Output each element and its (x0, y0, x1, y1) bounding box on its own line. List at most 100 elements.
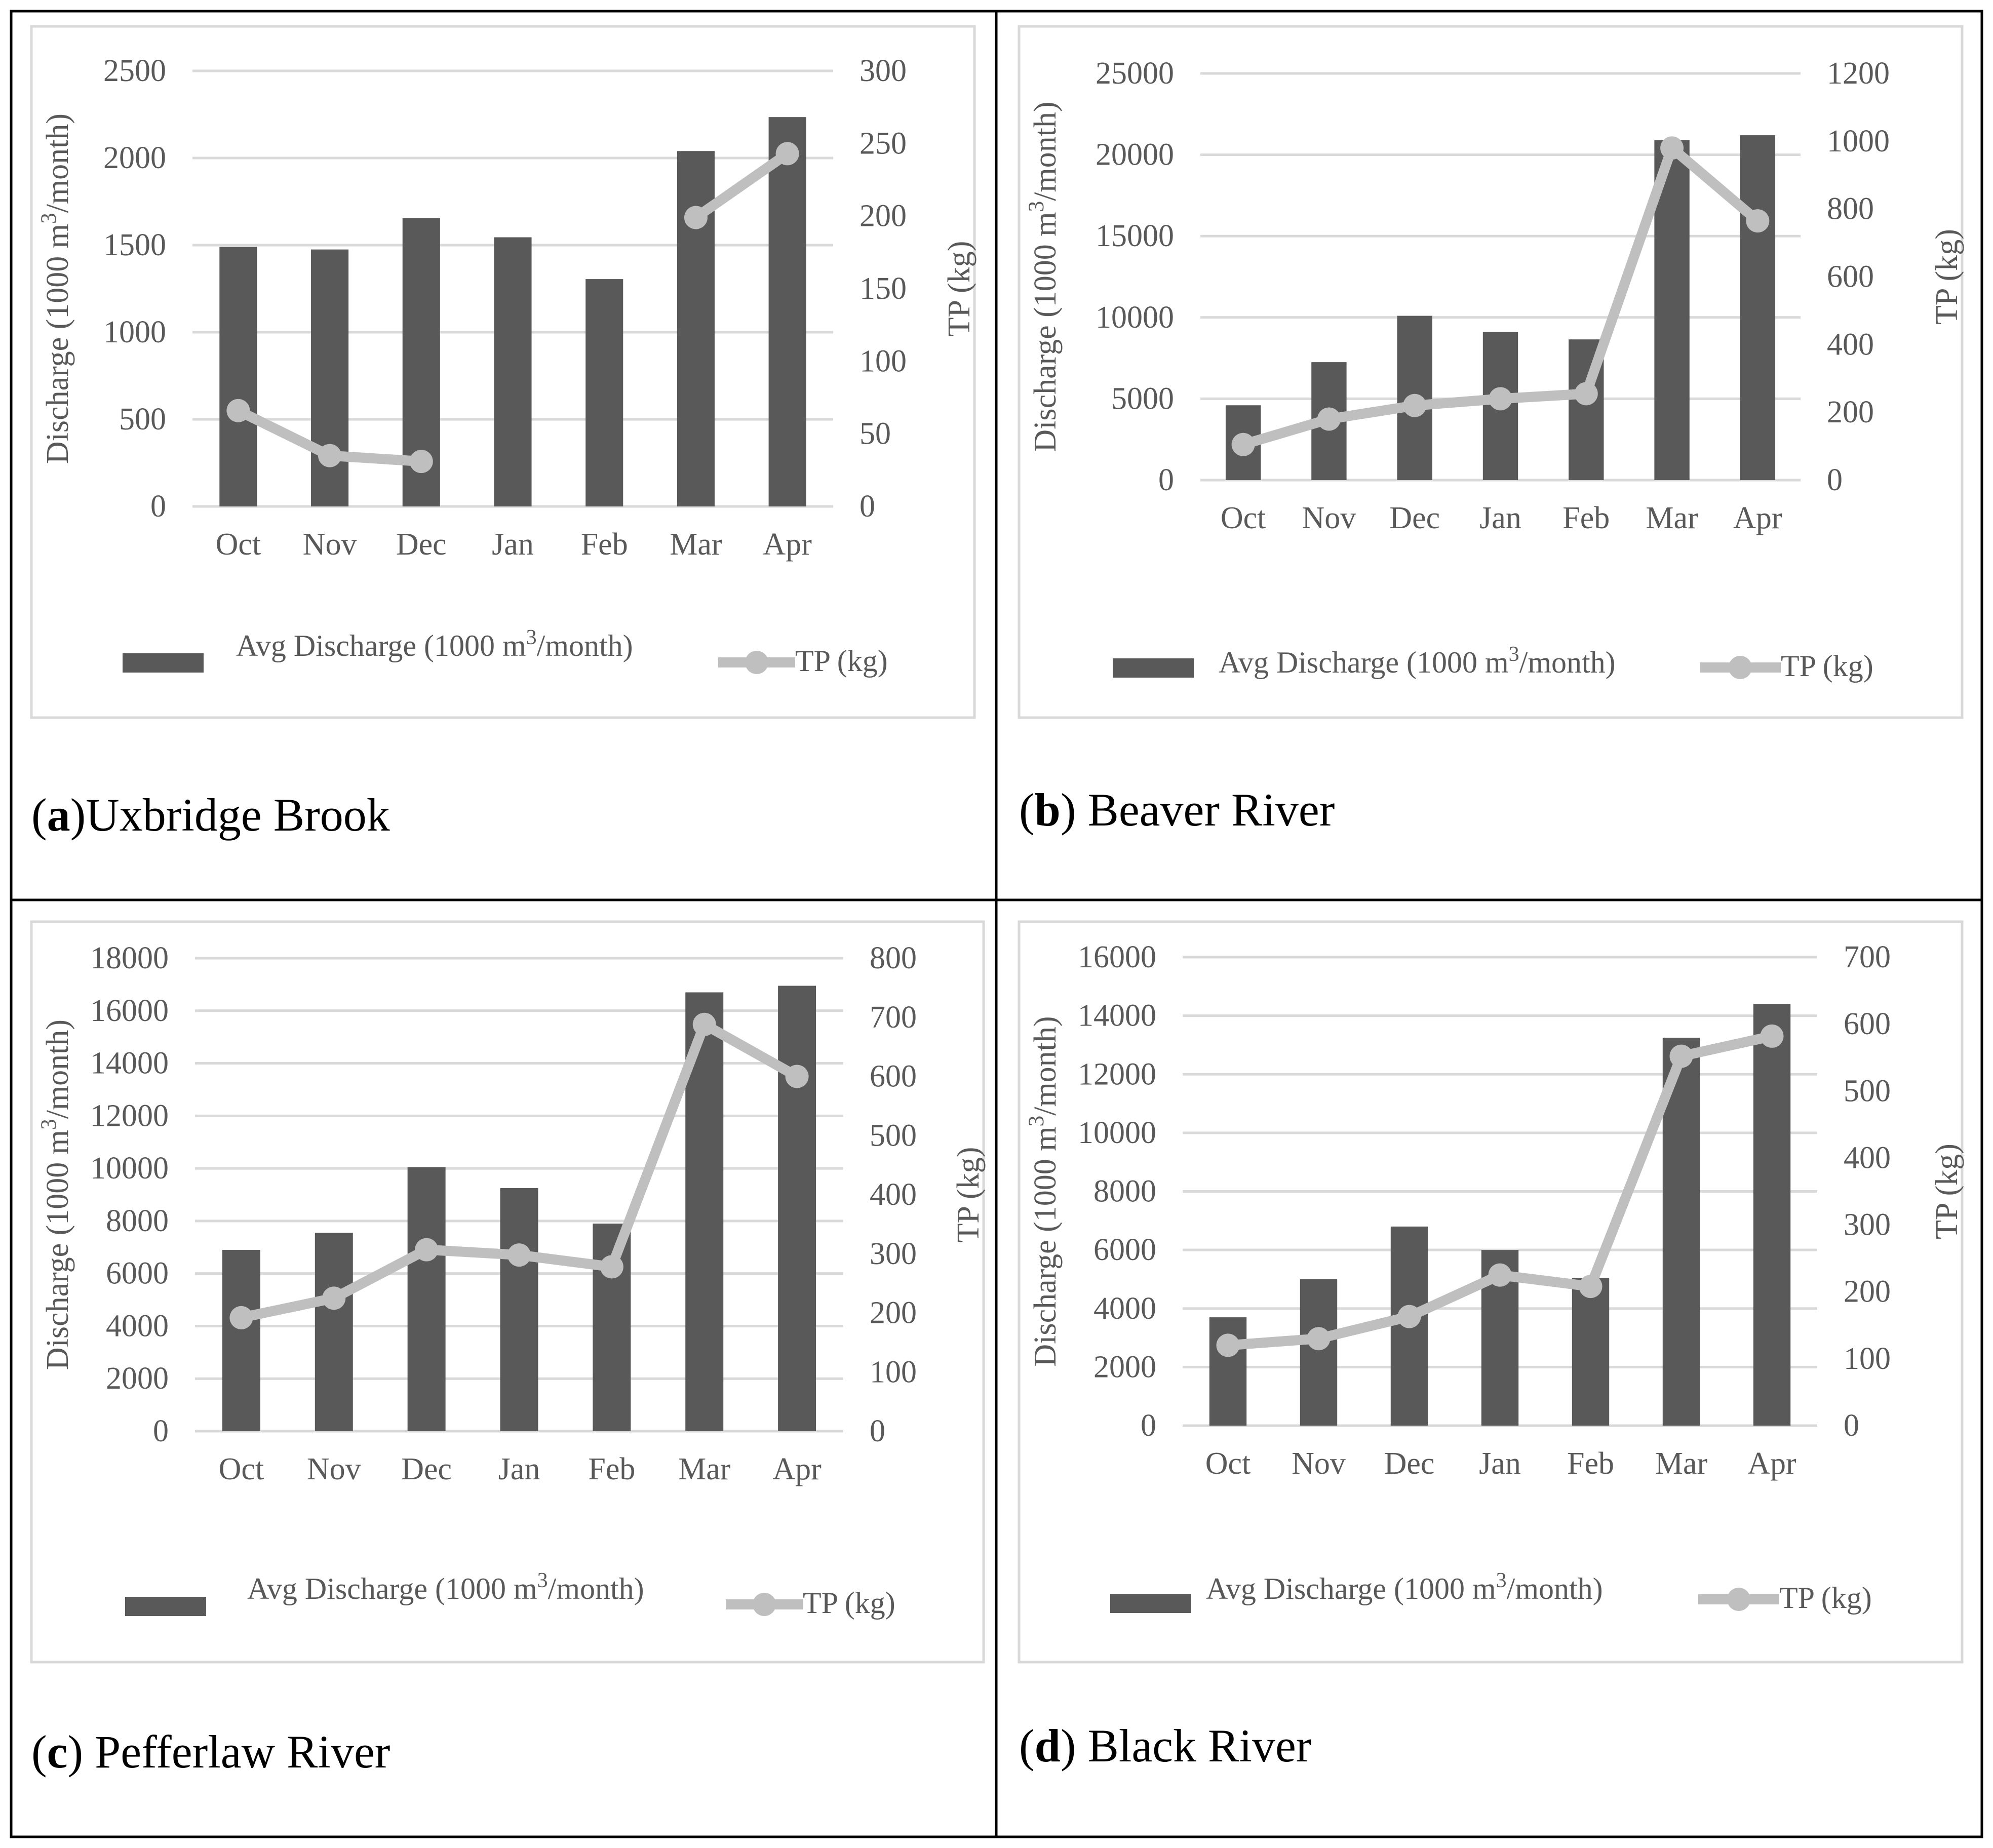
chart-b: 0 5000 10000 15000 20000 25000 0 200 400 600 800 10… (1018, 25, 1964, 836)
chart-c-panel-label-letter: c (47, 1726, 68, 1778)
chart-b-panel-label-open: ( (1019, 784, 1035, 836)
chart-a-y-tick-label: 2500 (103, 54, 166, 88)
chart-c-bar (778, 986, 816, 1431)
chart-c-y-tick-label: 10000 (90, 1151, 169, 1186)
chart-b-tp-point (1489, 387, 1512, 411)
chart-c-tp-point (229, 1306, 253, 1329)
chart-c-tp-point (415, 1238, 439, 1262)
chart-c-panel-label-open: ( (31, 1726, 47, 1778)
chart-a-panel-label-open: ( (31, 789, 47, 841)
chart-c-y-axis-title-unit-m: m (41, 1130, 75, 1154)
chart-b-y-tick-label: 0 (1158, 463, 1174, 497)
chart-c-y2-tick-label: 400 (870, 1177, 917, 1212)
chart-d-x-tick-label: Apr (1747, 1446, 1796, 1481)
chart-b-tp-point (1746, 209, 1770, 233)
chart-a-panel-label-name: Uxbridge Brook (86, 789, 389, 841)
chart-b-tp-point (1231, 432, 1255, 456)
chart-b-y2-tick-label: 400 (1827, 327, 1874, 362)
chart-a-tp-point (684, 206, 708, 229)
chart-c-y2-tick-label: 700 (870, 1000, 917, 1035)
chart-b-x-tick-label: Apr (1733, 501, 1782, 535)
chart-c-y2-axis-title: TP (kg) (951, 1147, 986, 1243)
chart-a-y2-tick-label: 200 (859, 199, 907, 233)
chart-d-y2-tick-label: 600 (1844, 1007, 1891, 1041)
chart-d-y2-axis-title: TP (kg) (1930, 1144, 1964, 1239)
chart-b-legend-discharge-superscript: 3 (1509, 643, 1519, 666)
chart-c-y-tick-label: 12000 (90, 1098, 169, 1133)
chart-c-y2-tick-label: 100 (870, 1355, 917, 1389)
chart-b-panel-label-letter: b (1035, 784, 1061, 836)
chart-d-tp-point (1488, 1263, 1512, 1287)
chart-a-bar (311, 249, 349, 506)
chart-b-y-tick-label: 5000 (1111, 381, 1174, 416)
chart-d-y2-tick-label: 100 (1844, 1342, 1891, 1376)
chart-d-bar (1209, 1317, 1247, 1426)
chart-a-x-tick-label: Oct (216, 527, 261, 562)
chart-a-x-tick-label: Feb (581, 527, 628, 562)
chart-b-y-axis-title-part-0: Discharge (1000 (1028, 237, 1063, 452)
chart-c-x-tick-label: Mar (678, 1452, 731, 1486)
chart-d-x-tick-label: Mar (1655, 1446, 1708, 1481)
chart-a-y2-axis-title: TP (kg) (942, 241, 976, 337)
chart-b-legend-tp: TP (kg) (1781, 649, 1873, 683)
chart-a-y-axis-title-superscript: 3 (36, 213, 61, 224)
chart-d-x-tick-label: Dec (1384, 1446, 1435, 1481)
chart-c-bar (315, 1233, 353, 1431)
chart-d-bar (1753, 1004, 1791, 1426)
chart-c: 0200040006000800010000120001400016000180… (30, 920, 986, 1778)
chart-c-x-tick-label: Apr (772, 1452, 822, 1486)
chart-c-x-tick-label: Dec (401, 1452, 452, 1486)
chart-c-panel-label-name: Pefferlaw River (95, 1726, 390, 1778)
chart-d-tp-point (1216, 1333, 1240, 1357)
chart-a-legend-discharge-part-0: Avg Discharge (1000 (236, 629, 502, 662)
chart-b-y-axis-title: Discharge (1000 m3/month) (1024, 101, 1063, 452)
chart-a-y2-tick-label: 50 (859, 417, 891, 451)
chart-b-legend-discharge-part-1: /month) (1519, 646, 1616, 679)
chart-d-legend-bar-swatch (1110, 1594, 1191, 1613)
chart-a-y-axis-title-part-1: /month) (41, 113, 75, 213)
chart-c-panel-label-close: ) (67, 1726, 95, 1778)
chart-c-y2-tick-label: 600 (870, 1059, 917, 1094)
chart-c-area-border (30, 920, 985, 1664)
chart-b-legend-discharge: Avg Discharge (1000 m3/month) (1219, 643, 1616, 679)
chart-d-y2-tick-label: 500 (1844, 1074, 1891, 1108)
chart-d-legend-tp: TP (kg) (1779, 1581, 1872, 1615)
chart-d-tp-point (1307, 1327, 1331, 1351)
chart-c-y2-tick-label: 300 (870, 1237, 917, 1271)
chart-a-panel-label-letter: a (47, 789, 70, 841)
chart-d: 0 2000 4000 6000 8000 10000 12000 14000 16000 0 10… (1018, 920, 1964, 1772)
chart-c-y-tick-label: 2000 (106, 1361, 169, 1396)
chart-b-legend-discharge-part-0: Avg Discharge (1000 (1219, 646, 1485, 679)
chart-b-x-tick-label: Jan (1479, 501, 1521, 535)
chart-a-tp-point (775, 142, 799, 166)
chart-d-bar (1300, 1279, 1338, 1426)
chart-a-legend-bar-swatch (123, 653, 204, 673)
chart-b-y-axis-title-unit-m: m (1028, 212, 1063, 236)
chart-a-y-axis-title-part-0: Discharge (1000 (41, 248, 75, 464)
chart-d-y-axis-title-unit-m: m (1028, 1126, 1063, 1151)
chart-b-y-tick-label: 15000 (1096, 219, 1174, 253)
chart-d-y-axis-title-part-0: Discharge (1000 (1028, 1151, 1063, 1367)
chart-d-tp-point (1669, 1044, 1693, 1068)
chart-b-y2-tick-label: 800 (1827, 192, 1874, 226)
chart-a-y-tick-label: 1500 (103, 228, 166, 262)
chart-c-x-tick-label: Nov (307, 1452, 361, 1486)
chart-d-y2-tick-label: 700 (1844, 940, 1891, 974)
chart-b-tp-point (1317, 407, 1341, 431)
chart-b-panel-label: (b) Beaver River (1019, 784, 1335, 836)
chart-c-bar (407, 1167, 446, 1431)
chart-d-tp-point (1579, 1275, 1603, 1299)
chart-a-area-border (30, 25, 976, 719)
chart-b-legend-point-swatch (1729, 656, 1752, 679)
chart-b-y2-axis-title: TP (kg) (1930, 229, 1964, 325)
chart-c-y-tick-label: 14000 (90, 1046, 169, 1081)
chart-a-legend-discharge-unit-m: m (502, 629, 526, 662)
chart-a-x-tick-label: Apr (763, 527, 812, 562)
chart-c-y2-tick-label: 200 (870, 1296, 917, 1330)
chart-b-x-tick-label: Nov (1302, 501, 1356, 535)
chart-c-y2-tick-label: 500 (870, 1118, 917, 1153)
chart-a-tp-point (409, 450, 433, 474)
chart-c-y-axis-title-part-1: /month) (41, 1019, 75, 1119)
chart-b-y2-tick-label: 200 (1827, 395, 1874, 429)
chart-a-y2-tick-label: 300 (859, 54, 907, 88)
